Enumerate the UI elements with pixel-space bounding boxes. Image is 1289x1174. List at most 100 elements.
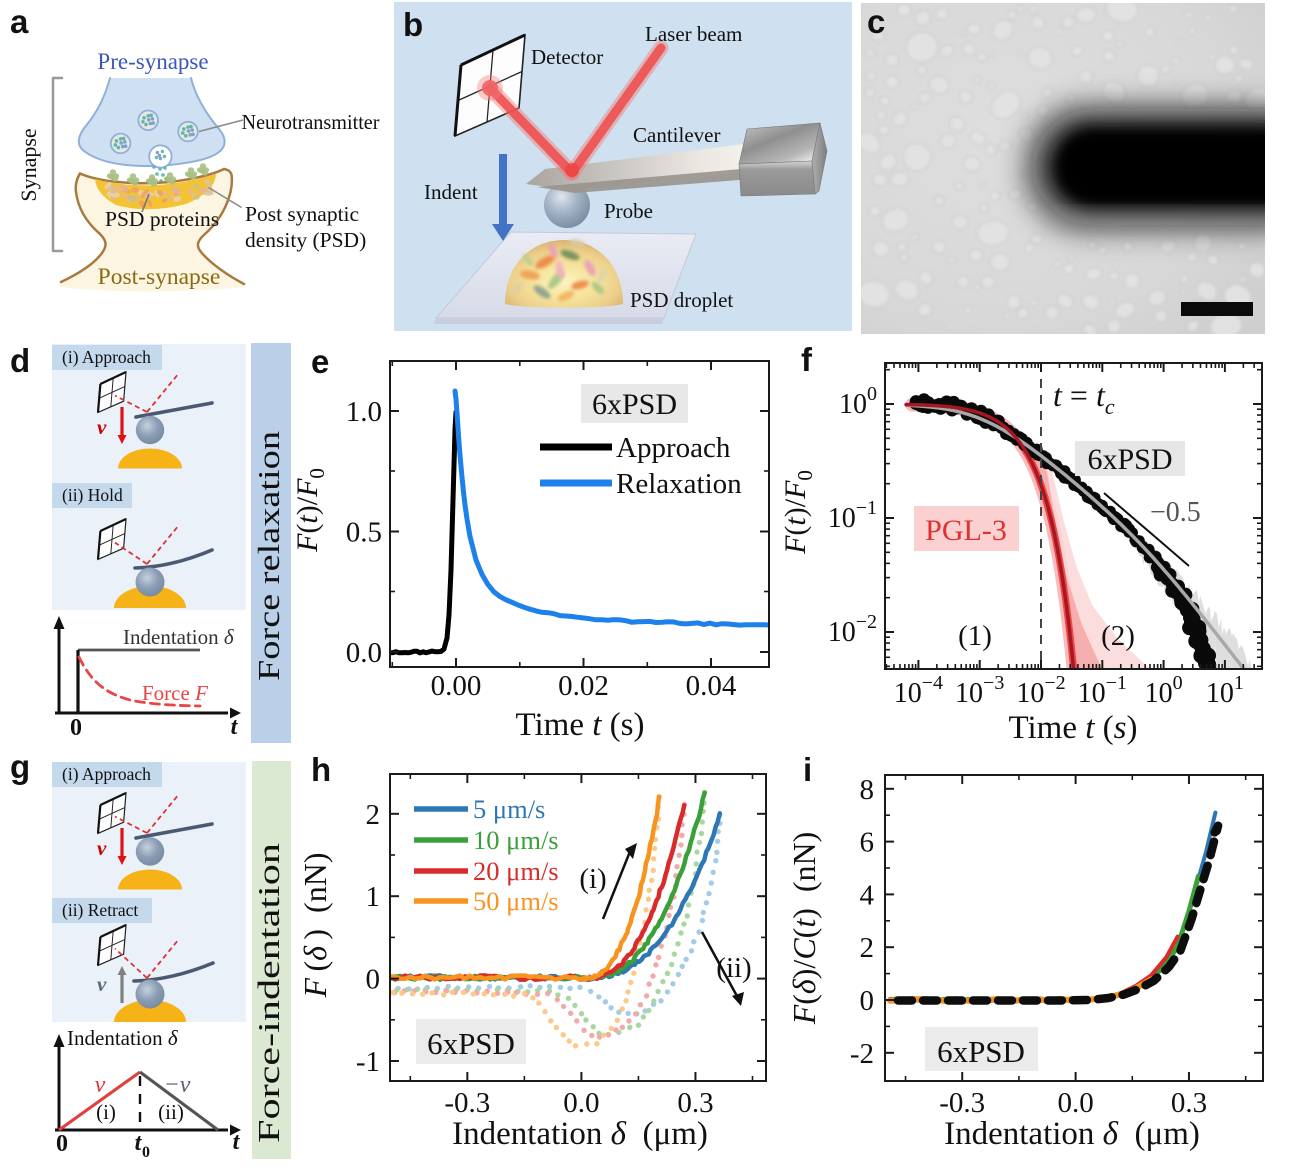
svg-text:0.04: 0.04 bbox=[686, 670, 737, 702]
svg-text:Post-synapse: Post-synapse bbox=[98, 264, 221, 290]
svg-text:0.0: 0.0 bbox=[346, 637, 382, 669]
svg-text:(ii) Hold: (ii) Hold bbox=[62, 485, 123, 505]
svg-text:100: 100 bbox=[1145, 672, 1183, 709]
svg-text:a: a bbox=[10, 3, 29, 40]
svg-text:6xPSD: 6xPSD bbox=[937, 1034, 1025, 1069]
svg-text:10−4: 10−4 bbox=[894, 672, 943, 709]
svg-text:(i): (i) bbox=[96, 1100, 116, 1124]
svg-text:(i) Approach: (i) Approach bbox=[62, 764, 151, 784]
svg-text:10−2: 10−2 bbox=[828, 611, 877, 648]
svg-text:Pre-synapse: Pre-synapse bbox=[97, 49, 208, 74]
svg-text:0.02: 0.02 bbox=[558, 670, 609, 702]
svg-text:(i) Approach: (i) Approach bbox=[62, 347, 151, 367]
svg-text:50 μm/s: 50 μm/s bbox=[473, 886, 559, 916]
svg-text:Indentation δ (μm): Indentation δ (μm) bbox=[944, 1116, 1200, 1152]
svg-text:v: v bbox=[95, 1072, 106, 1098]
svg-text:1: 1 bbox=[366, 881, 381, 913]
svg-text:f: f bbox=[801, 341, 813, 378]
svg-text:0.00: 0.00 bbox=[431, 670, 482, 702]
svg-text:0: 0 bbox=[860, 985, 875, 1017]
svg-text:6xPSD: 6xPSD bbox=[1087, 443, 1172, 476]
svg-text:PSD droplet: PSD droplet bbox=[630, 288, 733, 312]
svg-text:density (PSD): density (PSD) bbox=[245, 228, 366, 252]
svg-text:Force-indentation: Force-indentation bbox=[251, 842, 286, 1143]
svg-text:0.3: 0.3 bbox=[677, 1087, 713, 1119]
svg-text:Time t (s): Time t (s) bbox=[1009, 710, 1138, 746]
svg-text:h: h bbox=[311, 751, 331, 788]
svg-text:(ii): (ii) bbox=[716, 952, 751, 984]
svg-text:d: d bbox=[10, 342, 30, 379]
svg-text:Time t (s): Time t (s) bbox=[516, 707, 645, 743]
svg-text:t: t bbox=[233, 1129, 241, 1155]
svg-text:Neurotransmitter: Neurotransmitter bbox=[242, 110, 380, 134]
svg-text:c: c bbox=[867, 3, 885, 40]
svg-text:Force relaxation: Force relaxation bbox=[251, 430, 286, 681]
svg-text:F(t)/F0: F(t)/F0 bbox=[291, 468, 329, 553]
svg-text:(ii) Retract: (ii) Retract bbox=[62, 900, 138, 920]
svg-text:Synapse: Synapse bbox=[16, 128, 41, 201]
svg-text:10−2: 10−2 bbox=[1016, 672, 1065, 709]
svg-text:0: 0 bbox=[56, 1131, 68, 1157]
svg-text:(2): (2) bbox=[1101, 620, 1135, 652]
svg-text:e: e bbox=[311, 343, 329, 380]
svg-text:10−1: 10−1 bbox=[1078, 672, 1127, 709]
svg-text:Indentation δ (μm): Indentation δ (μm) bbox=[452, 1116, 708, 1152]
svg-text:(ii): (ii) bbox=[158, 1100, 184, 1124]
svg-text:0.3: 0.3 bbox=[1171, 1087, 1207, 1119]
svg-text:Indentation δ: Indentation δ bbox=[67, 1026, 179, 1050]
svg-text:101: 101 bbox=[1206, 672, 1244, 709]
svg-text:0: 0 bbox=[142, 1144, 150, 1161]
svg-text:PGL-3: PGL-3 bbox=[925, 514, 1007, 547]
svg-text:0.5: 0.5 bbox=[346, 517, 382, 549]
svg-text:-1: -1 bbox=[356, 1046, 380, 1078]
svg-text:Laser beam: Laser beam bbox=[645, 22, 742, 46]
svg-text:0: 0 bbox=[366, 964, 381, 996]
svg-text:Cantilever: Cantilever bbox=[633, 123, 720, 147]
svg-text:0.0: 0.0 bbox=[563, 1087, 599, 1119]
svg-text:4: 4 bbox=[860, 879, 875, 911]
svg-text:6xPSD: 6xPSD bbox=[427, 1026, 515, 1061]
svg-text:-0.3: -0.3 bbox=[444, 1087, 490, 1119]
svg-text:−v: −v bbox=[164, 1072, 191, 1098]
svg-text:F(t)/F0: F(t)/F0 bbox=[779, 470, 817, 555]
svg-text:Relaxation: Relaxation bbox=[616, 468, 742, 500]
svg-text:100: 100 bbox=[839, 383, 877, 420]
svg-text:6xPSD: 6xPSD bbox=[592, 388, 677, 421]
svg-text:10−3: 10−3 bbox=[955, 672, 1004, 709]
svg-text:-0.3: -0.3 bbox=[939, 1087, 985, 1119]
svg-text:0: 0 bbox=[70, 715, 82, 741]
svg-text:2: 2 bbox=[860, 932, 875, 964]
svg-text:i: i bbox=[803, 751, 812, 788]
svg-text:Force F: Force F bbox=[142, 681, 208, 705]
svg-text:b: b bbox=[403, 6, 423, 43]
svg-text:10 μm/s: 10 μm/s bbox=[473, 825, 559, 855]
svg-text:5 μm/s: 5 μm/s bbox=[473, 794, 545, 824]
svg-text:1.0: 1.0 bbox=[346, 396, 382, 428]
svg-text:10−1: 10−1 bbox=[828, 497, 877, 534]
svg-text:Approach: Approach bbox=[616, 432, 731, 464]
svg-text:F (δ ) (nN): F (δ ) (nN) bbox=[297, 853, 333, 999]
svg-text:-2: -2 bbox=[850, 1038, 874, 1070]
svg-text:g: g bbox=[10, 748, 30, 785]
svg-text:t: t bbox=[135, 1130, 143, 1156]
svg-text:8: 8 bbox=[860, 774, 875, 806]
svg-text:Indent: Indent bbox=[424, 180, 478, 204]
svg-text:Post synaptic: Post synaptic bbox=[245, 202, 359, 226]
svg-text:F(δ)/C(t) (nN): F(δ)/C(t) (nN) bbox=[786, 832, 822, 1026]
svg-text:2: 2 bbox=[366, 799, 381, 831]
svg-text:(1): (1) bbox=[958, 620, 992, 652]
svg-text:(i): (i) bbox=[579, 863, 606, 895]
svg-text:t: t bbox=[231, 714, 239, 740]
svg-text:v: v bbox=[97, 836, 107, 860]
svg-text:20 μm/s: 20 μm/s bbox=[473, 856, 559, 886]
svg-text:0.0: 0.0 bbox=[1057, 1087, 1093, 1119]
svg-text:6: 6 bbox=[860, 827, 875, 859]
svg-text:Detector: Detector bbox=[531, 45, 603, 69]
svg-text:−0.5: −0.5 bbox=[1150, 497, 1201, 528]
svg-text:PSD proteins: PSD proteins bbox=[105, 207, 219, 231]
svg-text:v: v bbox=[97, 972, 107, 996]
svg-text:Probe: Probe bbox=[604, 199, 653, 223]
svg-text:Indentation δ: Indentation δ bbox=[123, 625, 235, 649]
svg-text:v: v bbox=[97, 415, 107, 439]
svg-text:t = tc: t = tc bbox=[1053, 377, 1115, 419]
